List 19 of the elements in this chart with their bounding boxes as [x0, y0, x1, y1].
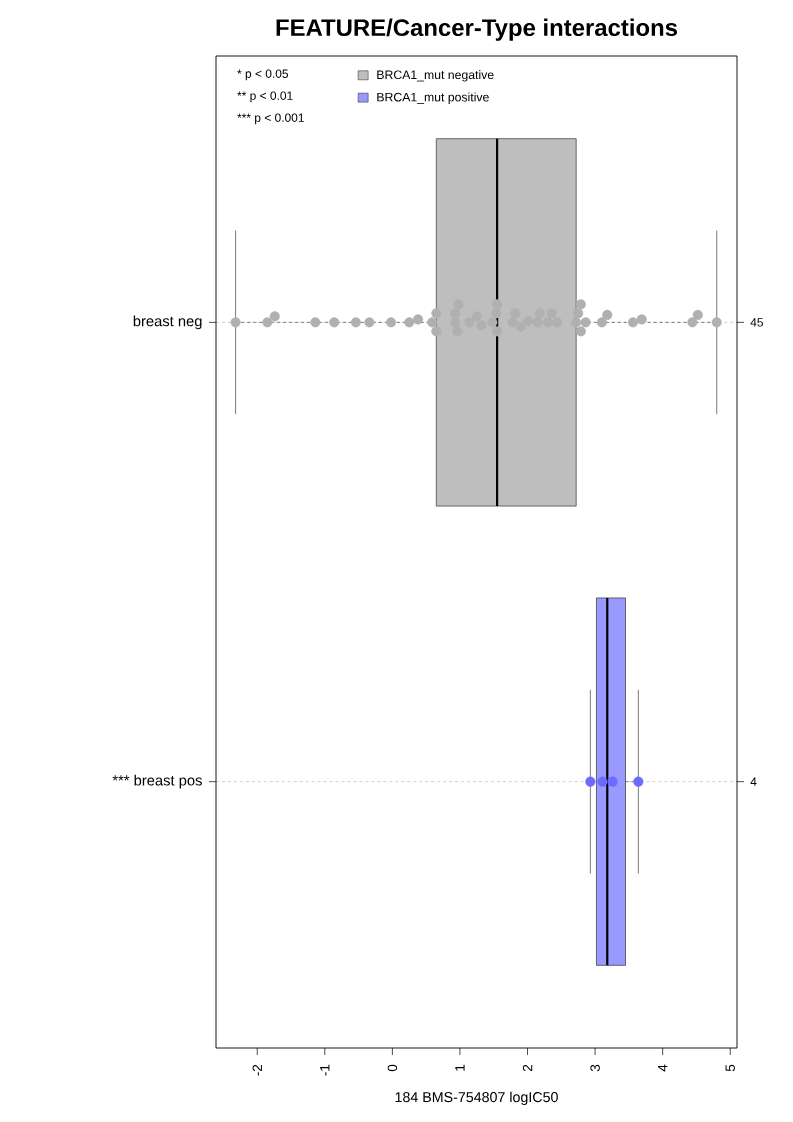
annotation: *** p < 0.001 — [237, 113, 304, 125]
legend-label: BRCA1_mut positive — [377, 92, 489, 104]
x-tick-label: -2 — [252, 1064, 262, 1076]
y-tick-label: *** breast pos — [112, 774, 202, 789]
x-tick-label: -1 — [320, 1064, 330, 1076]
x-axis-title: 184 BMS-754807 logIC50 — [395, 1091, 558, 1105]
x-tick-label: 4 — [658, 1064, 668, 1072]
x-tick-label: 5 — [725, 1064, 735, 1072]
y2-tick-label: 45 — [750, 318, 763, 327]
annotation: ** p < 0.01 — [237, 91, 293, 103]
chart-title: FEATURE/Cancer-Type interactions — [276, 18, 677, 41]
annotation: * p < 0.05 — [237, 69, 289, 81]
x-tick-label: 1 — [455, 1064, 465, 1071]
y2-tick-label: 4 — [750, 777, 757, 786]
x-tick-label: 0 — [387, 1064, 398, 1072]
y-tick-label: breast neg — [133, 315, 202, 330]
legend-label: BRCA1_mut negative — [377, 70, 494, 82]
x-tick-label: 3 — [590, 1064, 600, 1072]
x-tick-label: 2 — [522, 1064, 533, 1072]
